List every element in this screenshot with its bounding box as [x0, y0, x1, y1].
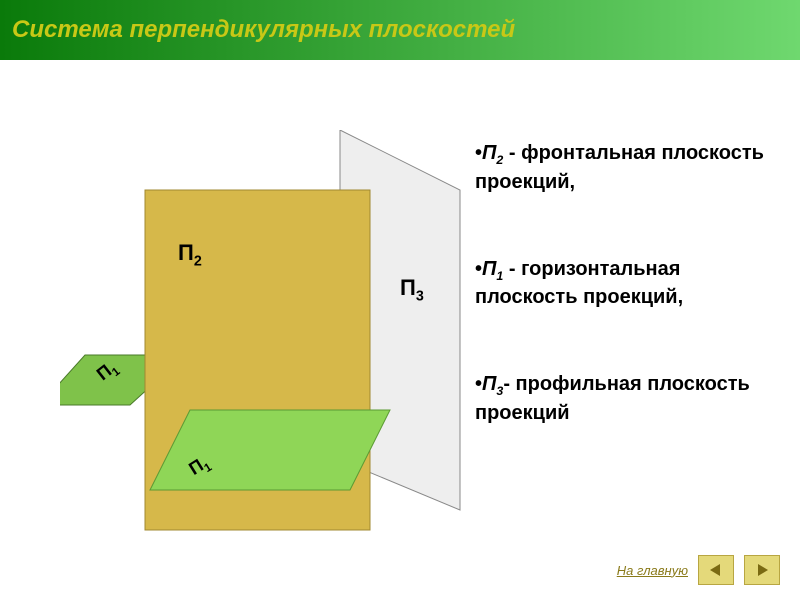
prev-button[interactable] — [698, 555, 734, 585]
description-p1: •П1 - горизонтальная плоскость проекций, — [475, 256, 780, 312]
planes-diagram: П3 П2 П1 П1 — [60, 130, 480, 550]
label-p3: П3 — [400, 275, 424, 304]
next-button[interactable] — [744, 555, 780, 585]
plane-p1-front — [150, 410, 390, 490]
description-p3: •П3- профильная плоскость проекций — [475, 371, 780, 427]
content-area: П3 П2 П1 П1 •П2 - фронтальная плоскость … — [0, 60, 800, 600]
arrow-right-icon — [754, 562, 770, 578]
page-title: Система перпендикулярных плоскостей — [12, 16, 515, 44]
arrow-left-icon — [708, 562, 724, 578]
description-p2: •П2 - фронтальная плоскость проекций, — [475, 140, 780, 196]
label-p2: П2 — [178, 240, 202, 269]
home-link[interactable]: На главную — [617, 563, 688, 578]
header-bar: Система перпендикулярных плоскостей — [0, 0, 800, 60]
descriptions-list: •П2 - фронтальная плоскость проекций, •П… — [475, 140, 780, 487]
diagram-svg — [60, 130, 480, 550]
navigation-bar: На главную — [617, 555, 780, 585]
